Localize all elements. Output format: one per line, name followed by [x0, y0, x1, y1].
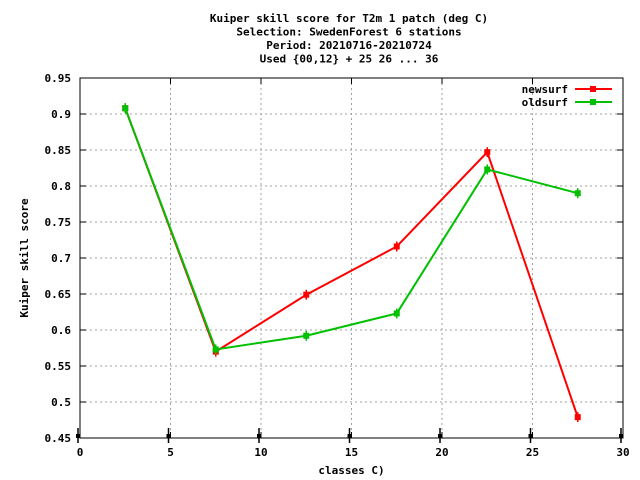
- axis-marker-point: [257, 434, 261, 438]
- axis-marker-point: [166, 434, 171, 438]
- y-tick-label: 0.7: [51, 252, 71, 265]
- axis-marker-point: [528, 434, 533, 438]
- legend-marker-newsurf: [590, 86, 596, 92]
- y-tick-label: 0.95: [45, 72, 72, 85]
- series-line-oldsurf: [124, 107, 579, 351]
- x-tick-label: 25: [526, 446, 539, 459]
- title-line: Kuiper skill score for T2m 1 patch (deg …: [210, 12, 488, 25]
- axis-ticks: 0.45 0.5 0.55 0.6 0.65 0.7 0.75 0.8 0.85 0.9 0.95 0…: [45, 72, 630, 459]
- series-lines: [122, 103, 581, 423]
- title-line: Period: 20210716-20210724: [266, 39, 432, 52]
- data-point-newsurf: [484, 149, 491, 156]
- legend-label-newsurf: newsurf: [522, 83, 568, 96]
- chart-title: Kuiper skill score for T2m 1 patch (deg …: [210, 12, 488, 66]
- x-tick-label: 30: [616, 446, 629, 459]
- legend-marker-oldsurf: [590, 99, 596, 105]
- y-tick-label: 0.75: [45, 216, 72, 229]
- data-point-oldsurf: [484, 166, 491, 173]
- legend-label-oldsurf: oldsurf: [522, 96, 568, 109]
- axis-marker-point: [76, 434, 80, 438]
- x-axis-label: classes C): [318, 464, 384, 477]
- data-point-oldsurf: [212, 346, 219, 353]
- data-point-newsurf: [574, 414, 581, 421]
- title-line: Used {00,12} + 25 26 ... 36: [260, 53, 439, 66]
- data-point-newsurf: [393, 243, 400, 250]
- y-tick-label: 0.45: [45, 432, 72, 445]
- data-point-oldsurf: [574, 190, 581, 197]
- data-point-oldsurf: [303, 332, 310, 339]
- y-tick-label: 0.8: [51, 180, 71, 193]
- data-point-oldsurf: [122, 105, 129, 112]
- y-tick-label: 0.5: [51, 396, 71, 409]
- axis-marker-point: [438, 434, 442, 438]
- y-tick-label: 0.85: [45, 144, 72, 157]
- y-tick-label: 0.9: [51, 108, 71, 121]
- data-point-newsurf: [303, 291, 310, 298]
- x-tick-label: 15: [345, 446, 358, 459]
- x-tick-label: 10: [254, 446, 267, 459]
- x-tick-label: 5: [167, 446, 174, 459]
- grid: [80, 78, 623, 438]
- data-point-oldsurf: [393, 310, 400, 317]
- y-tick-label: 0.65: [45, 288, 72, 301]
- title-line: Selection: SwedenForest 6 stations: [236, 26, 461, 39]
- y-tick-label: 0.6: [51, 324, 71, 337]
- y-tick-label: 0.55: [45, 360, 72, 373]
- axis-marker-point: [347, 434, 352, 438]
- x-tick-label: 0: [77, 446, 84, 459]
- y-axis-label: Kuiper skill score: [18, 198, 31, 318]
- axis-marker-point: [619, 434, 623, 438]
- x-tick-label: 20: [435, 446, 448, 459]
